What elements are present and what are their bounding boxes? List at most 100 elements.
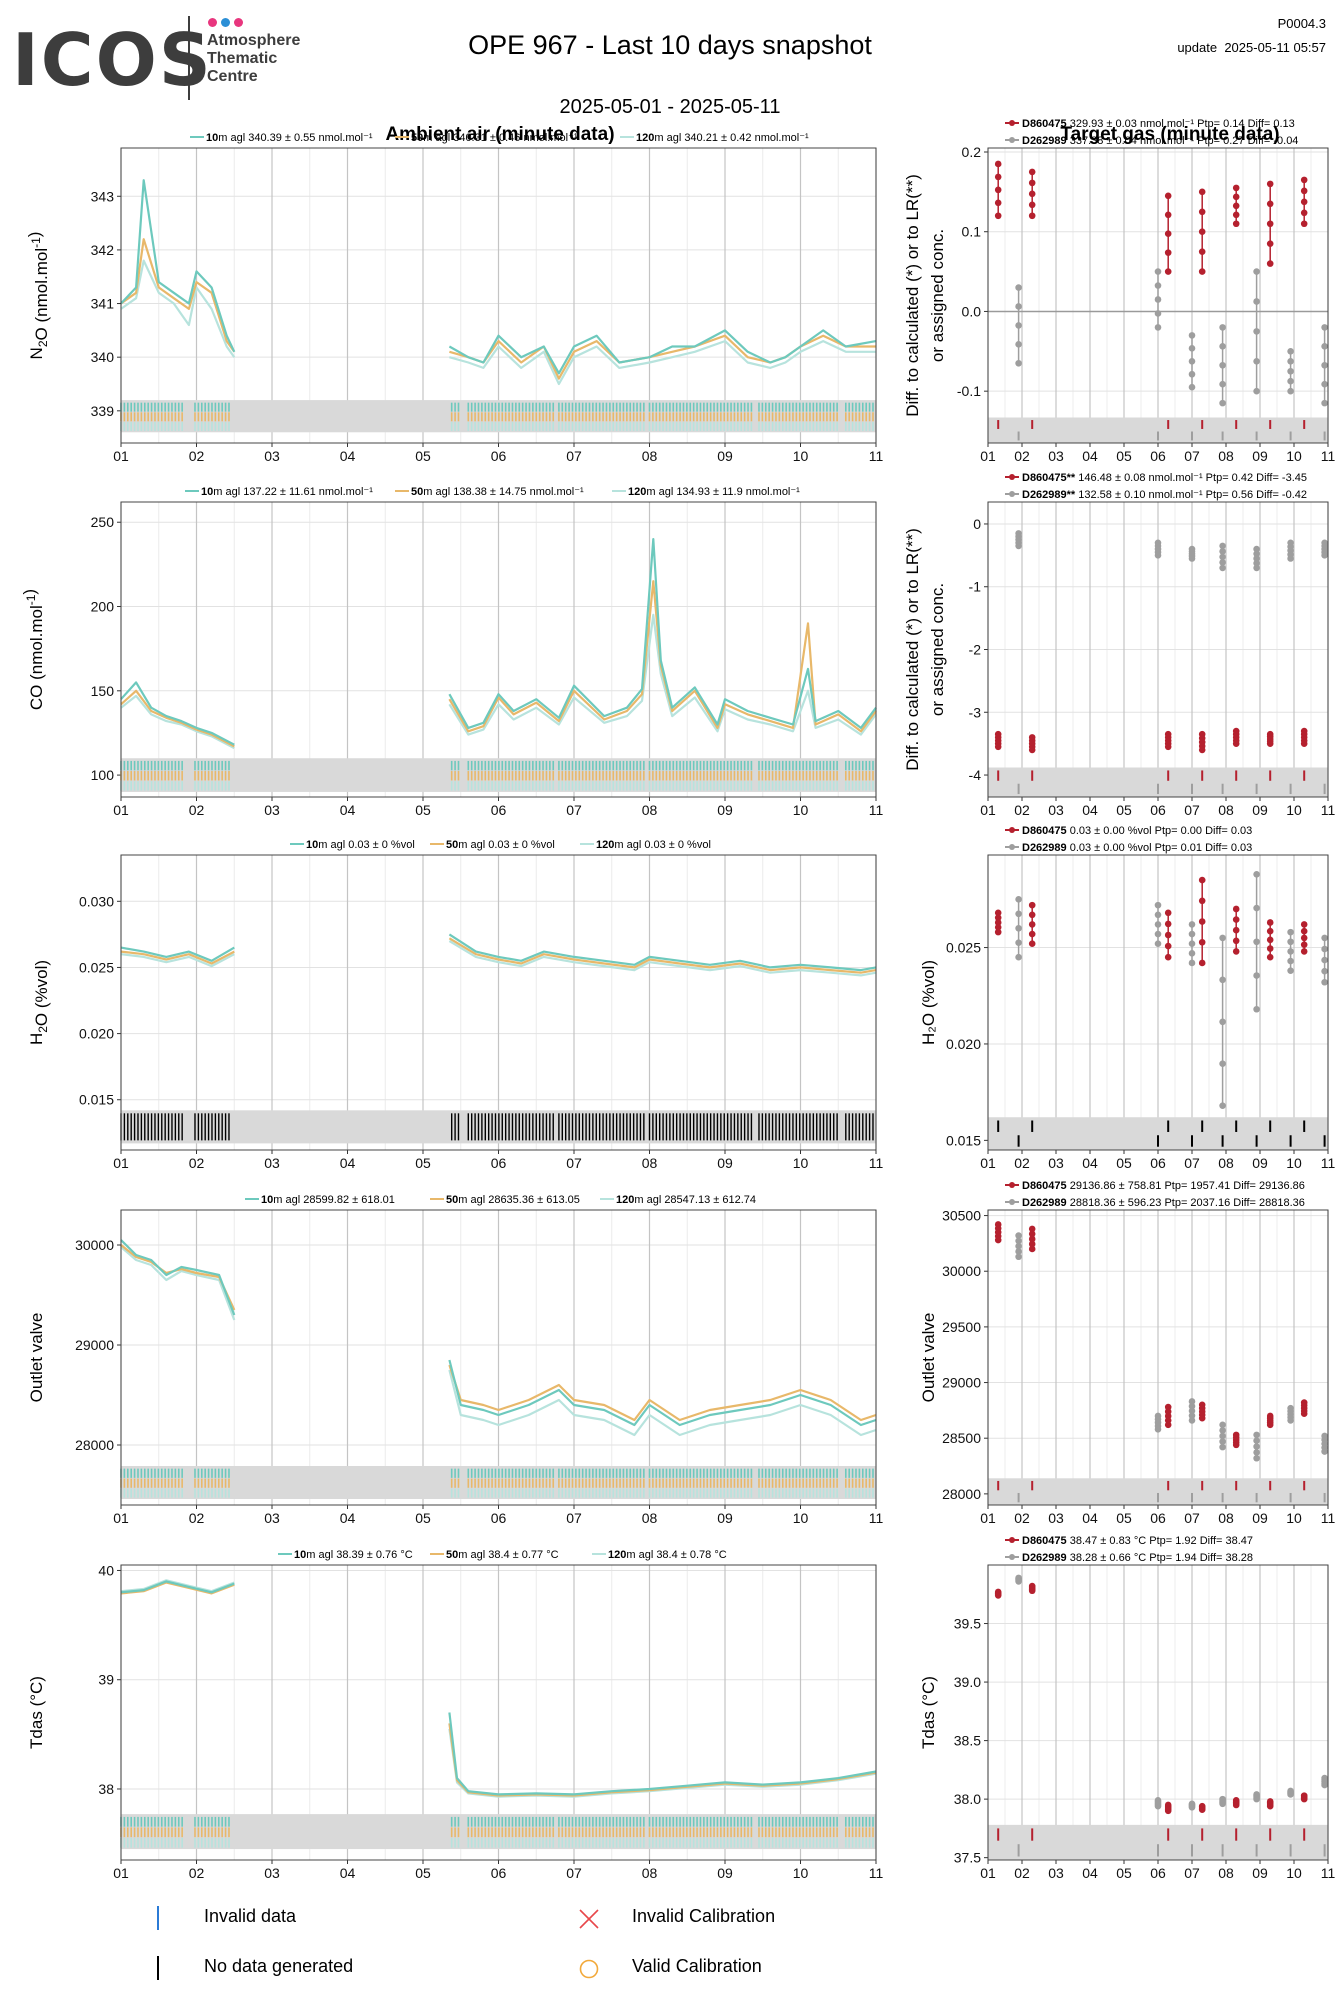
x-tick-label: 08	[1218, 802, 1234, 818]
page-code: P0004.3	[1277, 16, 1326, 31]
ambient-y-axis-label: Outlet valve	[27, 1313, 46, 1403]
y-tick-label: 340	[91, 349, 115, 365]
target-point-D860475	[1266, 919, 1274, 926]
legend-entry: 50m agl 0.03 ± 0 %vol	[446, 839, 555, 851]
target-point-D262989	[1219, 1800, 1226, 1808]
x-tick-label: 11	[869, 448, 884, 464]
logo-line: Thematic	[207, 50, 278, 67]
legend-stats: 329.93 ± 0.03 nmol.mol⁻¹ Ptp= 0.14 Diff=…	[1067, 118, 1295, 130]
target-point-D262989	[1287, 967, 1294, 974]
x-tick-label: 02	[189, 1155, 205, 1171]
target-point-D860475	[994, 160, 1002, 168]
target-point-D262989	[1287, 938, 1294, 946]
x-tick-label: 07	[1184, 802, 1200, 818]
legend-cylinder: D262989**	[1022, 489, 1076, 501]
legend-stats: 28818.36 ± 596.23 Ptp= 2037.16 Diff= 288…	[1067, 1197, 1305, 1209]
target-point-D860475	[1164, 1807, 1172, 1815]
target-point-D262989	[1321, 361, 1328, 369]
series-line-10m	[448, 537, 877, 730]
target-point-D262989	[1253, 1449, 1260, 1456]
x-tick-label: 06	[491, 1155, 507, 1171]
invalid-data-label: Invalid data	[204, 1906, 297, 1926]
target-point-D860475	[1198, 268, 1206, 275]
x-tick-label: 07	[566, 1510, 582, 1526]
x-tick-label: 04	[1082, 1155, 1098, 1171]
y-tick-label: 29500	[942, 1319, 981, 1335]
target-point-D860475	[994, 914, 1002, 921]
target-point-D262989	[1154, 930, 1162, 938]
target-point-D262989	[1154, 268, 1162, 275]
plot-frame	[987, 1564, 1329, 1861]
target-point-D860475	[994, 924, 1002, 931]
target-point-D262989	[1253, 1437, 1260, 1445]
y-tick-label: 200	[91, 599, 115, 615]
target-point-D262989	[1287, 1791, 1294, 1798]
x-tick-label: 03	[264, 1510, 280, 1526]
target-point-D262989	[1188, 383, 1196, 391]
x-tick-label: 04	[1082, 802, 1098, 818]
x-tick-label: 07	[566, 1155, 582, 1171]
target-point-D860475	[1232, 1441, 1240, 1449]
target-point-D262989	[1188, 555, 1196, 562]
flag-legend: Invalid data No data generated Invalid C…	[0, 1890, 1340, 2000]
y-tick-label: 0.020	[946, 1036, 981, 1052]
x-tick-label: 05	[1116, 1510, 1132, 1526]
target-point-D262989	[1188, 357, 1196, 365]
y-tick-label: 39	[98, 1672, 114, 1688]
axis-label-part: Tdas (°C)	[27, 1676, 46, 1749]
x-tick-label: 08	[642, 1510, 658, 1526]
plot-frame	[987, 1209, 1329, 1506]
legend-entry: D262989 0.03 ± 0.00 %vol Ptp= 0.01 Diff=…	[1022, 842, 1252, 854]
x-tick-label: 04	[340, 448, 356, 464]
target-point-D860475	[1028, 212, 1036, 220]
legend-entry: D860475 38.47 ± 0.83 °C Ptp= 1.92 Diff= …	[1022, 1535, 1253, 1547]
legend-dot	[1009, 491, 1015, 497]
target-point-D262989	[1154, 1426, 1162, 1433]
legend-level: 10	[206, 132, 218, 144]
ambient-chart-n2o-ambient: 01 02 03 04 05 06 07 08 09 10 11 339 340 341 342 343	[91, 147, 884, 464]
y-tick-label: 0.0	[962, 303, 982, 319]
target-point-D262989	[1188, 1398, 1196, 1405]
axis-label-part: -1	[24, 594, 38, 605]
target-point-D262989	[1219, 553, 1226, 561]
x-tick-label: 09	[717, 1510, 733, 1526]
x-tick-label: 01	[113, 802, 129, 818]
x-tick-label: 07	[1184, 1865, 1200, 1881]
target-point-D860475	[1266, 200, 1274, 208]
x-tick-label: 08	[1218, 1865, 1234, 1881]
target-point-D860475	[1198, 228, 1206, 236]
x-tick-label: 01	[113, 1865, 129, 1881]
legend-dot	[1009, 1554, 1015, 1560]
target-point-D262989	[1015, 359, 1022, 367]
x-tick-label: 05	[415, 1865, 431, 1881]
x-tick-label: 08	[1218, 448, 1234, 464]
logo-subtitle: Atmosphere Thematic Centre	[207, 32, 300, 86]
target-point-D262989	[1253, 328, 1260, 335]
y-tick-label: 38	[98, 1781, 114, 1797]
invalid-calibration-label: Invalid Calibration	[632, 1906, 776, 1926]
target-point-D860475	[1266, 1421, 1274, 1429]
target-point-D860475	[1198, 248, 1206, 255]
legend-entry: D262989 28818.36 ± 596.23 Ptp= 2037.16 D…	[1022, 1197, 1305, 1209]
target-point-D860475	[1164, 920, 1172, 928]
target-point-D262989	[1015, 1578, 1022, 1585]
target-point-D262989	[1015, 303, 1022, 310]
target-point-D860475	[994, 199, 1002, 207]
target-y-axis-label: Diff. to calculated (*) or to LR(**)	[903, 528, 922, 771]
target-point-D262989	[1154, 1802, 1162, 1810]
target-point-D262989	[1015, 924, 1022, 932]
legend-stats: m agl 38.4 ± 0.77 °C	[458, 1549, 558, 1561]
target-point-D262989	[1253, 938, 1260, 946]
x-tick-label: 02	[1014, 1155, 1030, 1171]
target-point-D262989	[1253, 1005, 1260, 1013]
series-line-50m	[448, 580, 877, 733]
target-point-D262989	[1321, 967, 1328, 975]
target-point-D262989	[1015, 896, 1022, 903]
legend-dot	[1009, 137, 1015, 143]
target-chart-h2o-target: 01 02 03 04 05 06 07 08 09 10 11 0.015 0.020 0.025	[946, 854, 1335, 1171]
series-line-10m	[448, 329, 877, 375]
target-point-D262989	[1253, 545, 1260, 553]
ambient-legend: 10m agl 340.39 ± 0.55 nmol.mol⁻¹ 50m agl …	[190, 132, 809, 144]
target-point-D262989	[1015, 322, 1022, 329]
legend-level: 10	[294, 1549, 306, 1561]
